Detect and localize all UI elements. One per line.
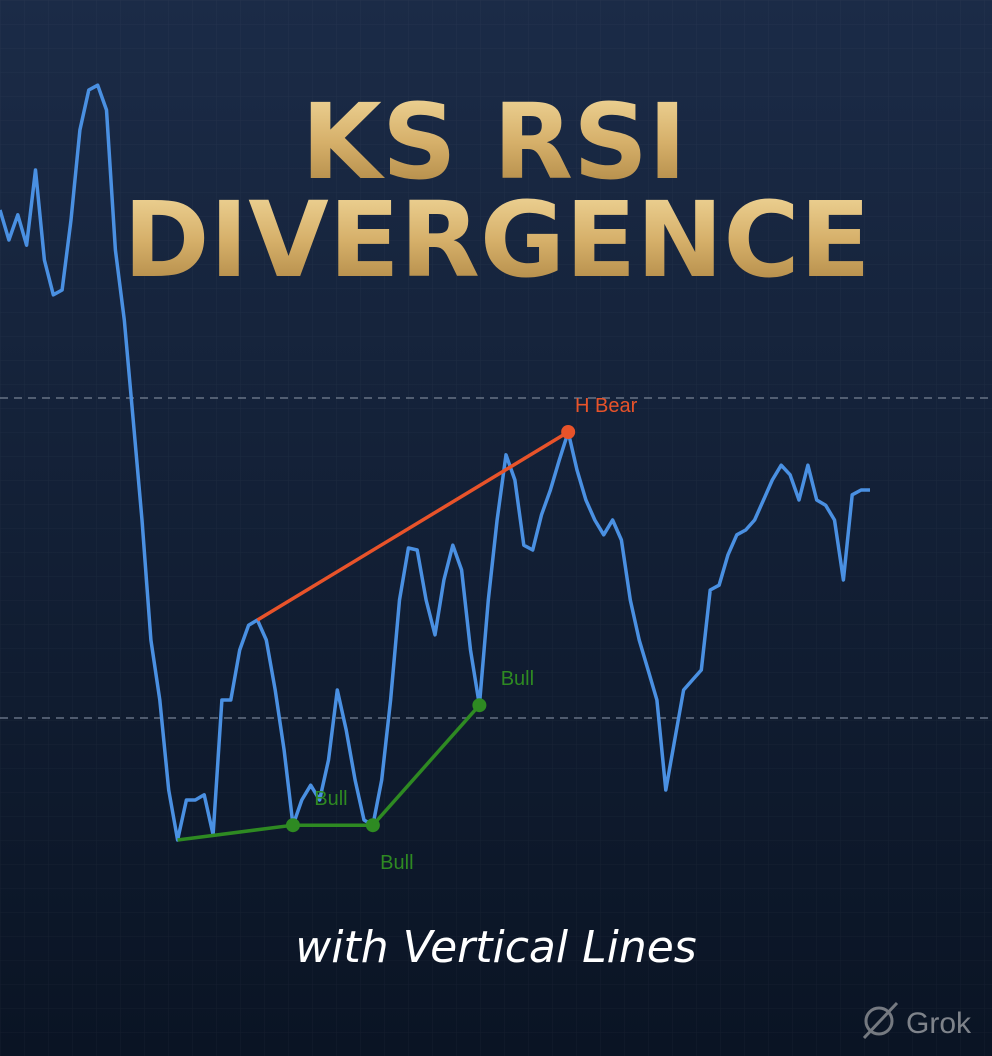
- divergence-line: [371, 704, 481, 827]
- divergence-label: Bull: [501, 668, 534, 690]
- chart-title: DIVERGENCE: [123, 179, 870, 301]
- divergence-point: [472, 698, 487, 713]
- chart-subtitle: with Vertical Lines: [295, 922, 696, 973]
- watermark: Grok: [862, 1001, 972, 1040]
- divergence-label: Bull: [380, 852, 413, 874]
- divergence-label: Bull: [314, 788, 347, 810]
- watermark-text: Grok: [906, 1007, 972, 1040]
- watermark-icon: [864, 1006, 894, 1036]
- divergence-label: H Bear: [575, 395, 638, 417]
- plot-area: H Bear Bull Bull Bull: [0, 83, 992, 874]
- divergence-line: [256, 430, 570, 622]
- divergence-line: [177, 823, 294, 842]
- divergence-point: [561, 425, 576, 439]
- chart-title: KS RSI: [301, 81, 686, 203]
- watermark-icon: [862, 1001, 899, 1040]
- rsi-line: [0, 83, 870, 842]
